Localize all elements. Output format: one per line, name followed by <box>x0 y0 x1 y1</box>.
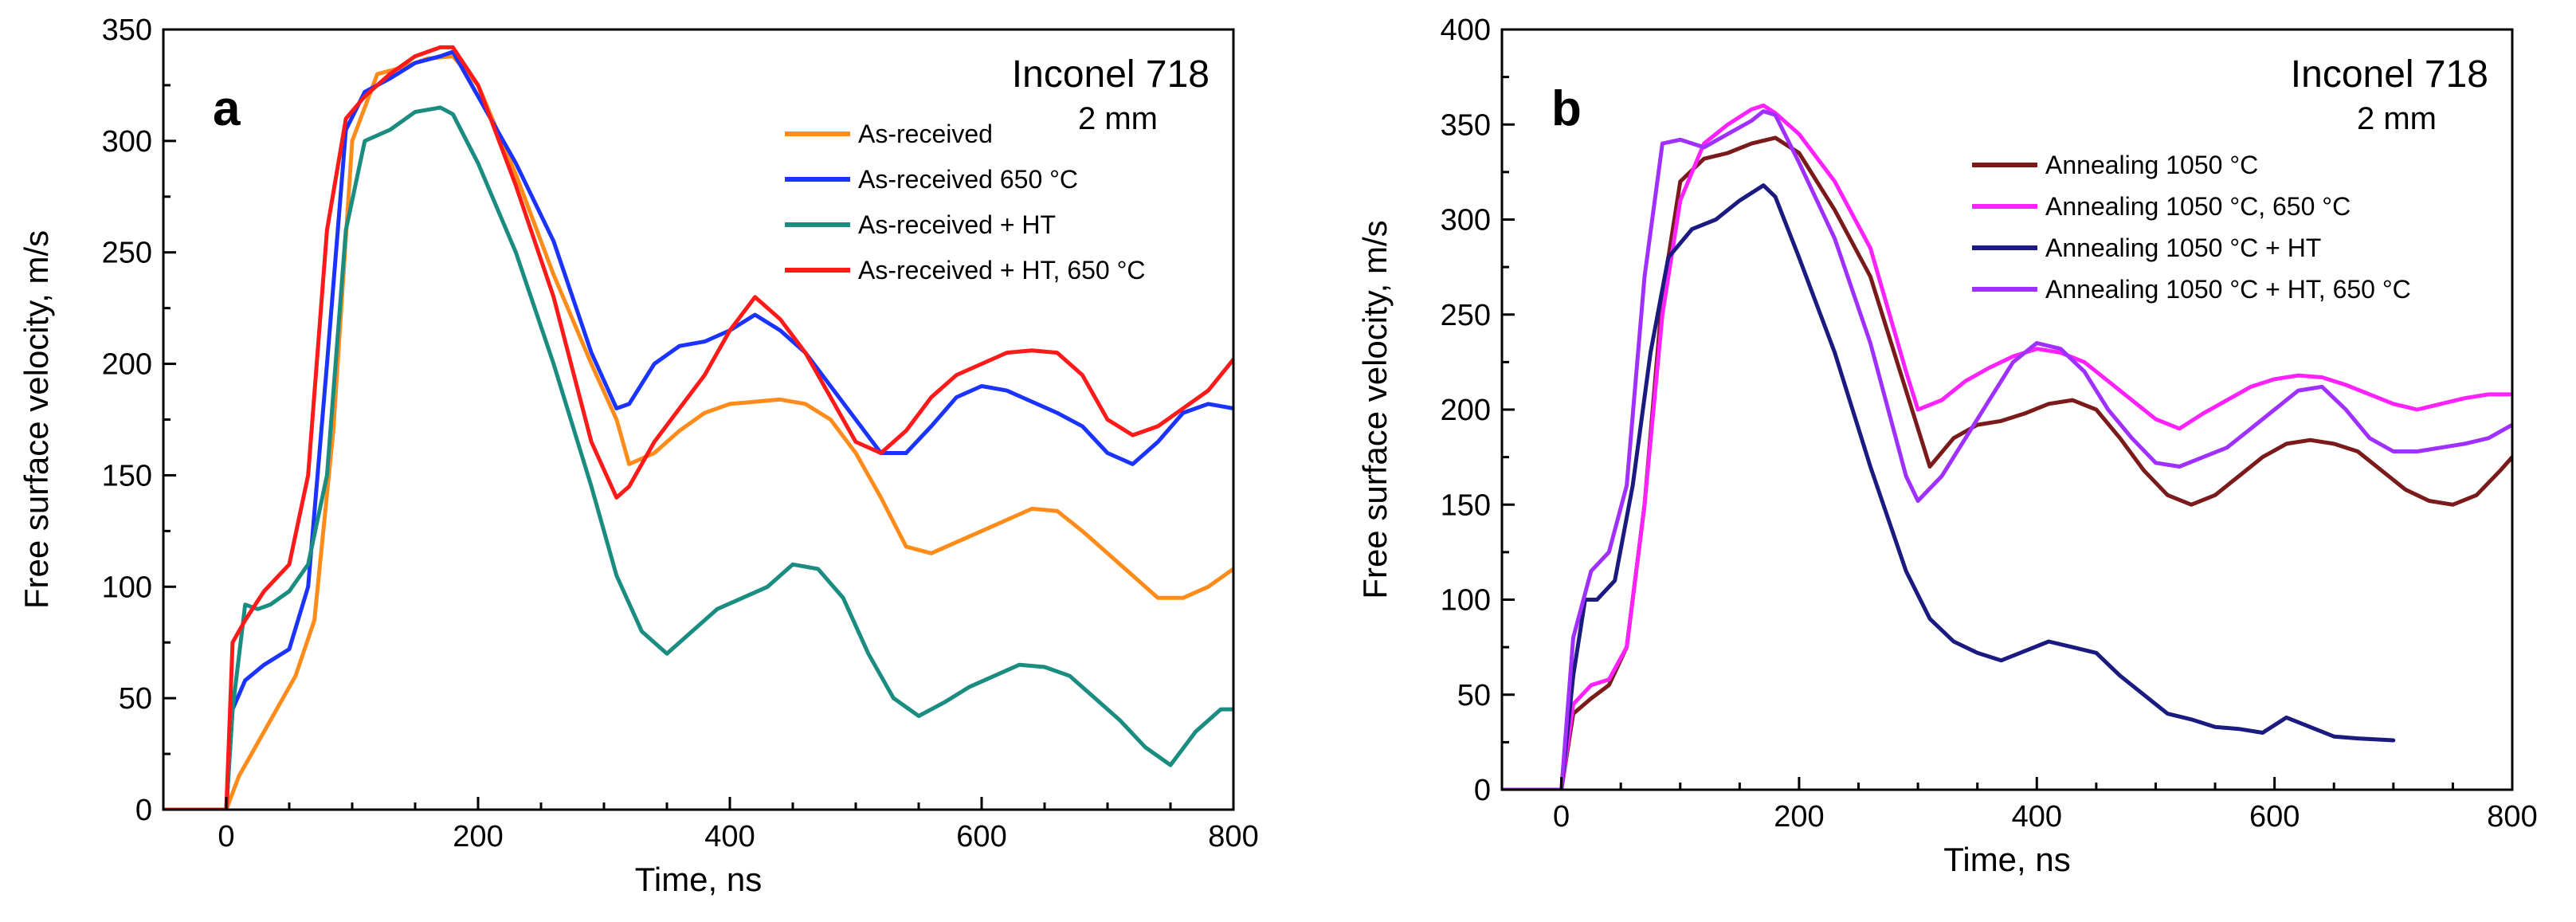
series-line-1 <box>1502 135 2512 790</box>
y-tick-label: 100 <box>1441 584 1491 618</box>
series-line-4 <box>163 45 1233 810</box>
y-tick-label: 50 <box>1457 679 1491 712</box>
series-line-1 <box>163 54 1233 810</box>
y-tick-label: 350 <box>1441 108 1491 142</box>
y-axis-title-a: Free surface velocity, m/s <box>18 230 55 609</box>
series-lines-b <box>1502 103 2512 790</box>
y-tick-label: 150 <box>102 459 152 492</box>
legend-label-4: Annealing 1050 °C + HT, 650 °C <box>2045 275 2411 304</box>
y-tick-label: 0 <box>1474 774 1491 807</box>
series-line-2 <box>1502 103 2512 790</box>
annotation-thickness-b: 2 mm <box>2357 101 2437 136</box>
legend-label-2: As-received 650 °C <box>858 165 1078 194</box>
legend-label-3: Annealing 1050 °C + HT <box>2045 233 2321 262</box>
y-axis-title-b: Free surface velocity, m/s <box>1356 220 1394 598</box>
x-tick-label: 800 <box>2487 800 2537 834</box>
x-tick-label: 200 <box>1774 800 1824 834</box>
y-tick-label: 400 <box>1441 14 1491 47</box>
x-axis-title-b: Time, ns <box>1943 841 2070 878</box>
x-axis-title-a: Time, ns <box>635 861 762 898</box>
x-tick-label: 0 <box>1553 800 1570 834</box>
y-tick-label: 200 <box>1441 394 1491 427</box>
legend-label-3: As-received + HT <box>858 210 1056 239</box>
x-tick-label: 800 <box>1208 820 1258 853</box>
panel-label-a: a <box>213 81 241 136</box>
x-tick-label: 400 <box>704 820 755 853</box>
x-tick-label: 400 <box>2012 800 2062 834</box>
series-lines-a <box>163 45 1233 810</box>
series-line-3 <box>163 105 1233 810</box>
y-tick-label: 250 <box>1441 299 1491 332</box>
x-tick-label: 200 <box>453 820 503 853</box>
y-tick-label: 250 <box>102 237 152 270</box>
x-tick-label: 600 <box>2249 800 2300 834</box>
y-tick-label: 100 <box>102 571 152 604</box>
legend-label-1: Annealing 1050 °C <box>2045 151 2258 179</box>
y-tick-label: 50 <box>119 682 152 716</box>
chart-panel-a: 0 200 400 600 800 0 50 100 150 200 250 300 350 a Inc… <box>18 14 1259 898</box>
annotation-thickness-a: 2 mm <box>1078 101 1158 136</box>
x-tick-label: 600 <box>956 820 1006 853</box>
series-line-3 <box>1502 183 2396 790</box>
axis-ticks-a: 0 200 400 600 800 0 50 100 150 200 250 300 350 <box>102 14 1259 853</box>
y-tick-label: 200 <box>102 348 152 382</box>
series-line-4 <box>1502 109 2512 790</box>
y-tick-label: 300 <box>1441 204 1491 237</box>
y-tick-label: 150 <box>1441 488 1491 522</box>
legend-a: As-received As-received 650 °C As-received… <box>785 120 1146 284</box>
y-tick-label: 0 <box>135 794 152 827</box>
legend-b: Annealing 1050 °C Annealing 1050 °C, 650 … <box>1972 151 2411 304</box>
annotation-material-b: Inconel 718 <box>2291 53 2488 96</box>
legend-label-1: As-received <box>858 120 993 148</box>
series-line-2 <box>163 49 1233 810</box>
y-tick-label: 350 <box>102 14 152 47</box>
legend-label-4: As-received + HT, 650 °C <box>858 256 1146 284</box>
y-tick-label: 300 <box>102 125 152 159</box>
axis-ticks-b: 0 200 400 600 800 0 50 100 150 200 250 300 350 400 <box>1441 14 2538 834</box>
panel-label-b: b <box>1551 81 1582 136</box>
x-tick-label: 0 <box>218 820 234 853</box>
annotation-material-a: Inconel 718 <box>1012 53 1210 96</box>
legend-label-2: Annealing 1050 °C, 650 °C <box>2045 192 2351 221</box>
